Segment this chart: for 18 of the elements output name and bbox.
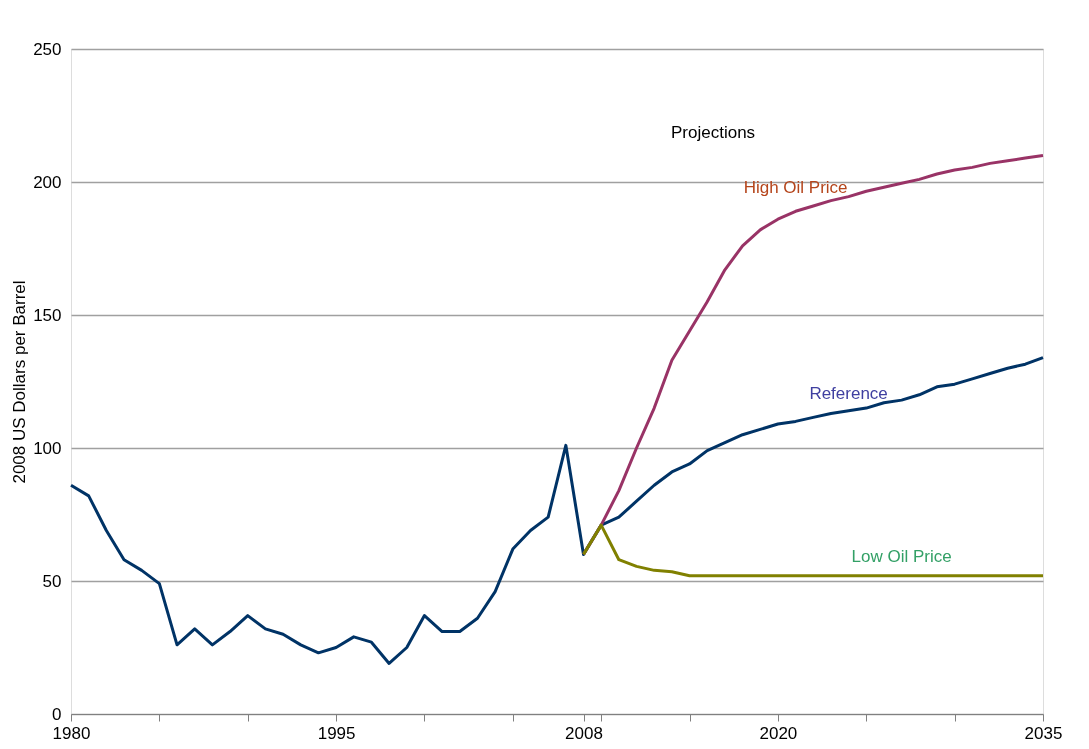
y-tick-label: 250: [33, 39, 62, 59]
line-series: [69, 356, 1045, 665]
y-tick-label: 200: [33, 172, 62, 192]
series-label: High Oil Price: [743, 178, 848, 198]
y-tick-label: 0: [52, 704, 62, 724]
x-tick-label: 1980: [52, 723, 91, 743]
annotation: Projections: [671, 123, 756, 142]
line-series: [582, 523, 1045, 578]
y-tick-label: 50: [42, 571, 62, 591]
y-axis-title: 2008 US Dollars per Barrel: [10, 280, 30, 484]
y-tick-label: 150: [33, 305, 62, 325]
x-tick-label: 2008: [565, 723, 603, 743]
y-tick-label: 100: [33, 438, 62, 458]
x-tick-label: 1995: [317, 723, 356, 743]
x-tick-label: 2020: [759, 723, 798, 743]
series-label: Reference: [809, 383, 888, 403]
series-label: Low Oil Price: [851, 546, 952, 566]
x-tick-label: 2035: [1024, 723, 1063, 743]
